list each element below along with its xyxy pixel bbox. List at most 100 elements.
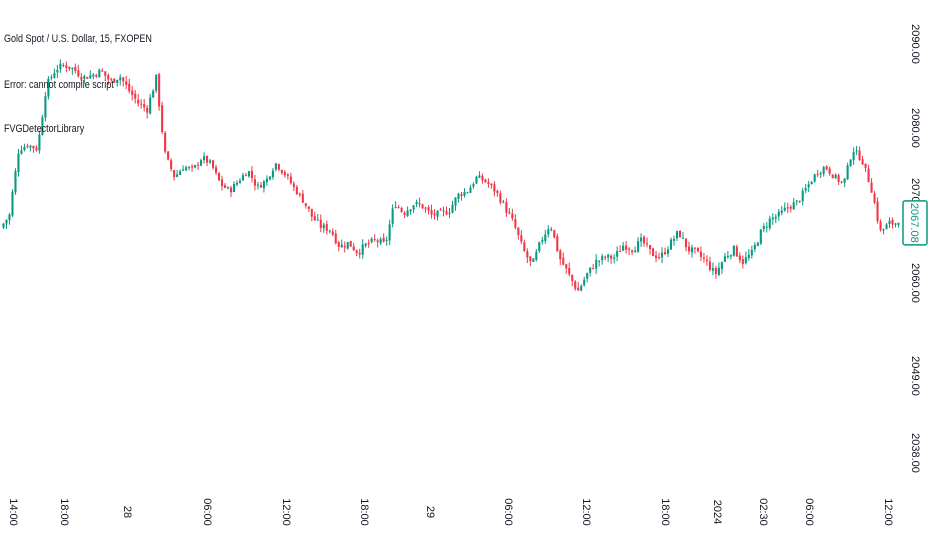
price-axis[interactable]: 2090.002080.002070.002060.002049.002038.… bbox=[909, 24, 921, 473]
candle-body bbox=[849, 159, 852, 167]
candle-body bbox=[241, 175, 245, 181]
candle-body bbox=[253, 179, 256, 186]
candle-body bbox=[286, 174, 289, 177]
x-tick-label: 29 bbox=[424, 506, 436, 518]
candle-body bbox=[738, 255, 741, 261]
candle-body bbox=[194, 165, 197, 168]
candle-body bbox=[38, 134, 41, 151]
candle-body bbox=[490, 183, 493, 186]
candle-body bbox=[137, 99, 140, 104]
candle-body bbox=[613, 257, 616, 259]
candle-body bbox=[699, 251, 702, 257]
candle-body bbox=[469, 187, 472, 193]
candle-body bbox=[586, 273, 589, 279]
candle-body bbox=[430, 210, 433, 215]
x-tick-label: 12:00 bbox=[280, 498, 292, 526]
candle-body bbox=[625, 245, 628, 250]
candle-body bbox=[41, 117, 44, 136]
symbol-title[interactable]: Gold Spot / U.S. Dollar, 15, FXOPEN bbox=[4, 33, 152, 45]
candle-body bbox=[789, 206, 792, 209]
candle-body bbox=[508, 212, 511, 214]
candle-body bbox=[205, 156, 209, 163]
candle-body bbox=[164, 132, 167, 152]
candle-body bbox=[226, 187, 230, 189]
candle-body bbox=[628, 248, 631, 250]
candle-body bbox=[59, 63, 62, 70]
candle-body bbox=[11, 191, 14, 216]
indicator-name[interactable]: FVGDetectorLibrary bbox=[4, 123, 85, 135]
candle-body bbox=[861, 159, 864, 165]
candle-body bbox=[203, 156, 206, 160]
candle-body bbox=[433, 213, 436, 216]
x-tick-label: 06:00 bbox=[201, 498, 213, 526]
candle-body bbox=[116, 79, 119, 84]
candle-body bbox=[831, 174, 834, 179]
candle-body bbox=[855, 150, 858, 152]
candle-body bbox=[750, 249, 753, 256]
candle-body bbox=[520, 235, 523, 242]
candle-body bbox=[547, 229, 550, 235]
candle-body bbox=[50, 77, 53, 79]
candle-body bbox=[439, 209, 442, 211]
candle-body bbox=[23, 146, 26, 151]
candle-body bbox=[197, 164, 200, 166]
candle-body bbox=[436, 210, 439, 217]
candle-body bbox=[295, 186, 298, 195]
candle-body bbox=[457, 193, 460, 199]
candle-body bbox=[211, 160, 215, 168]
candle-body bbox=[634, 250, 637, 253]
candle-body bbox=[759, 229, 762, 244]
candle-body bbox=[406, 210, 409, 217]
candle-body bbox=[367, 242, 370, 244]
candle-body bbox=[316, 219, 319, 221]
candle-body bbox=[523, 242, 526, 251]
candle-body bbox=[349, 240, 352, 247]
candle-body bbox=[640, 237, 643, 242]
candle-body bbox=[541, 239, 544, 242]
candle-body bbox=[98, 69, 101, 78]
candle-body bbox=[705, 259, 708, 262]
candle-body bbox=[35, 147, 38, 151]
candle-body bbox=[828, 168, 831, 174]
candle-body bbox=[876, 201, 879, 221]
candle-body bbox=[271, 170, 274, 178]
candle-body bbox=[669, 239, 673, 250]
candle-body bbox=[678, 230, 682, 238]
candle-body bbox=[325, 224, 328, 231]
candle-body bbox=[161, 105, 164, 133]
candle-body bbox=[250, 170, 253, 179]
x-tick-label: 18:00 bbox=[659, 498, 671, 526]
candle-body bbox=[62, 64, 65, 66]
candle-body bbox=[191, 166, 194, 168]
candle-body bbox=[152, 90, 155, 98]
candle-body bbox=[122, 77, 125, 82]
candle-body bbox=[74, 66, 77, 71]
y-tick-label: 2060.00 bbox=[909, 263, 921, 303]
candle-body bbox=[610, 255, 613, 259]
x-tick-label: 2024 bbox=[711, 500, 723, 524]
candle-body bbox=[768, 218, 771, 229]
candle-body bbox=[816, 174, 819, 176]
candle-body bbox=[652, 248, 655, 257]
candle-body bbox=[307, 206, 310, 209]
candle-body bbox=[568, 267, 571, 275]
candle-body bbox=[532, 258, 535, 262]
candle-body bbox=[741, 259, 744, 264]
candle-body bbox=[514, 219, 517, 228]
time-axis[interactable]: 14:00 18:00 28 06:00 12:00 18:00 29 06:00 12:00 1… bbox=[7, 498, 894, 526]
candle-body bbox=[598, 260, 601, 262]
candle-body bbox=[131, 90, 134, 95]
candle-body bbox=[604, 256, 607, 258]
candle-body bbox=[870, 182, 873, 193]
candle-body bbox=[352, 246, 355, 251]
candle-body bbox=[840, 181, 843, 183]
candle-body bbox=[29, 145, 32, 148]
candle-body bbox=[83, 76, 86, 79]
candle-body bbox=[792, 202, 795, 210]
candle-body bbox=[445, 211, 448, 215]
candle-body bbox=[726, 256, 729, 258]
candle-body bbox=[649, 245, 652, 250]
candle-body bbox=[454, 197, 457, 206]
candle-body bbox=[601, 256, 604, 261]
